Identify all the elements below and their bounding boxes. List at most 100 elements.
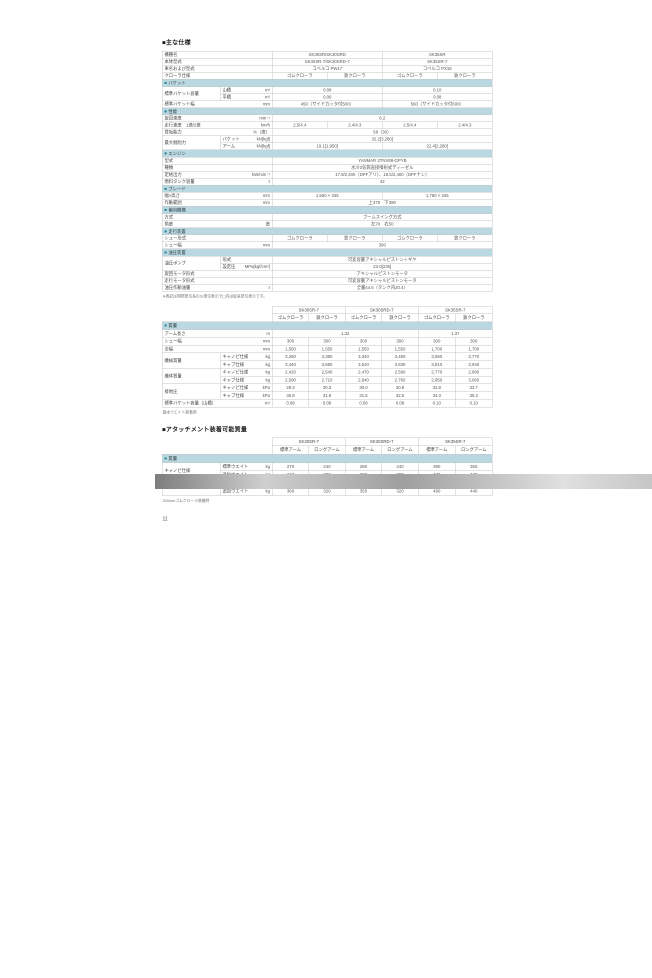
table-row: min⁻¹ 旋回速度 8.2: [161, 114, 493, 122]
row-label-cell: 車名および型式: [161, 65, 273, 73]
unit-label: mm: [262, 193, 271, 198]
value-cell: 2,420: [272, 368, 309, 377]
table-row: mm 標準バケット幅 450（サイドカッタ付500） 560（サイドカッタ付600）: [161, 100, 493, 108]
table-row: ℓ 燃料タンク容量 42: [161, 177, 493, 186]
unit-label: kg: [265, 361, 270, 367]
value-cell: 390: [418, 462, 456, 471]
table-row: 油圧ポンプ 形式 可変容量アキシャルピストン＋ギヤ: [162, 255, 493, 271]
footnote-base-weight: 基本ウエイト装着時: [162, 409, 197, 415]
row-label-cell: 本体型式: [161, 58, 273, 66]
value-cell: [162, 437, 273, 455]
unit-label: mm: [262, 242, 271, 248]
table-row: 機械質量 kg キャノピ仕様 3,260 3,380 3,340 3,460 3,650 3,7…: [162, 352, 493, 369]
value-cell: 32.8: [418, 383, 456, 392]
section-marker-icon: ■: [164, 207, 167, 213]
column-header-cell: SK30SR-7: [271, 305, 346, 314]
section-band-row: ■ 性能: [161, 107, 493, 115]
row-label-cell: ℓ 燃料タンク容量: [161, 177, 273, 186]
table-row: 最大掘削力 kN[kgf] バケット 32.2[3,280]: [162, 135, 493, 150]
value-cell: 1,550: [345, 344, 383, 353]
value-cell: 270: [272, 462, 309, 471]
row-label-cell: 機体質量: [162, 368, 221, 384]
row-label-cell: min⁻¹ 旋回速度: [161, 114, 273, 122]
section-band-row: ■ ブレード: [161, 184, 493, 193]
section-band: ■ 質量: [161, 453, 493, 463]
section-band: ■ 性能: [161, 107, 493, 115]
value-cell: 300: [308, 337, 346, 346]
value-cell: 2,770: [418, 368, 456, 377]
value-cell: 3,810: [418, 360, 456, 369]
table-row: mm シュー幅 300 300 300 300 300 300: [162, 337, 493, 346]
table-row: 標準バケット容量 m³ 山積 0.08 0.10: [162, 86, 493, 101]
table-row: kPa キャブ仕様 30.8 31.8 31.5 32.5 34.3 35.2: [162, 391, 493, 400]
unit-label: ℓ: [268, 284, 271, 290]
unit-label: kg: [265, 369, 270, 375]
unit-label: kg: [265, 463, 270, 469]
value-cell: 上470 下390: [272, 199, 493, 207]
value-cell: 0.10: [418, 399, 456, 408]
value-cell: 1,780 × 345: [382, 192, 493, 200]
value-cell: 1,700: [418, 344, 456, 353]
row-label-cell: 度角度: [161, 220, 273, 228]
row-label-cell: 旋回モータ形式: [161, 269, 273, 278]
value-cell: 350: [455, 462, 493, 471]
column-header-cell: ゴムクローラ: [345, 313, 383, 322]
row-label-cell: 走行モータ形式: [161, 276, 273, 285]
row-label-cell: mm 作動範囲: [161, 199, 273, 207]
row-label-cell: m アーム長さ: [162, 329, 273, 338]
value-cell: 2.5/4.4: [272, 121, 328, 129]
table-row: kW/min⁻¹ 定格出力 17.9/2,400（DPFアリ）、18.5/2,400…: [161, 170, 493, 179]
unit-label: mm: [262, 346, 270, 352]
value-cell: 2.4/4.3: [327, 121, 383, 129]
value-cell: [162, 306, 273, 322]
table-row: kN[kgf] アーム 19.1[1,950] 22.4[2,280]: [162, 142, 493, 150]
row-label-cell: ℓ 油圧作動油量: [161, 283, 273, 292]
table-row: 度角度 左70 右50: [161, 220, 493, 228]
table-row: 方式 ブームスイング方式: [161, 213, 493, 221]
unit-label: m³: [264, 87, 271, 93]
table-row: 機体質量 kg キャノピ仕様 2,420 2,540 2,470 2,590 2,770 2,8…: [162, 368, 493, 384]
column-header-cell: 標準アーム: [345, 445, 383, 455]
value-cell: 2,890: [455, 368, 493, 377]
table-row: mm 全幅 1,550 1,550 1,550 1,550 1,700 1,700: [162, 344, 493, 353]
table-row: 機種名 SK30SR/SK30SRD SK35SR: [161, 51, 493, 59]
value-cell: 3,380: [308, 352, 346, 361]
section-marker-icon: ■: [164, 323, 167, 328]
section-band: ■ 偏向機構: [161, 206, 493, 214]
table-row: 車名および型式 コベルコ PW17 コベルコ PX18: [161, 65, 493, 73]
row-label-cell: 型式: [161, 156, 273, 165]
value-cell: 1,550: [308, 344, 346, 353]
page-number: 11: [162, 516, 168, 522]
section-band-row: ■ 走行装置: [161, 227, 493, 235]
value-cell: 32.2[3,280]: [272, 135, 493, 143]
column-header-cell: ゴムクローラ: [418, 313, 456, 322]
value-cell: 30.0: [345, 383, 383, 392]
row-label-cell: 方式: [161, 213, 273, 221]
section-marker-icon: ■: [164, 455, 167, 461]
unit-label: 度: [265, 221, 271, 227]
unit-label: kPa: [262, 392, 270, 398]
unit-label: m³: [264, 94, 271, 100]
row-label-cell: kN[kgf] アーム: [219, 142, 273, 150]
value-cell: 3,440: [272, 360, 309, 369]
value-cell: 3,510: [345, 360, 383, 369]
value-cell: 可変容量アキシャルピストンモータ: [272, 276, 493, 285]
section-band: ■ ブレード: [161, 184, 493, 193]
table-row: mm シュー幅 300: [161, 241, 493, 249]
value-cell: 280: [345, 462, 383, 471]
section-band-row: ■ 質量: [161, 321, 493, 330]
section-marker-icon: ■: [164, 186, 167, 191]
unit-label: kg: [265, 377, 270, 383]
row-label-cell: 形式: [219, 255, 273, 264]
table-row: シュー形式 ゴムクローラ 鉄クローラ ゴムクローラ 鉄クローラ: [161, 234, 493, 242]
section-band-row: ■ 偏向機構: [161, 206, 493, 214]
value-cell: 1,700: [455, 344, 493, 353]
value-cell: 2,540: [308, 368, 346, 377]
unit-label: m: [266, 330, 270, 336]
value-cell: 鉄クローラ: [327, 234, 383, 242]
table-row: 型式 YANMAR 3TNV88-GPYB: [161, 156, 493, 165]
unit-label: mm: [262, 338, 270, 344]
table-row: km/h 走行速度 1速/2速 2.5/4.4 2.4/4.3 2.5/4.4 2.4/4…: [161, 121, 493, 129]
row-label-cell: MPa[kgf/cm²] 設定圧: [219, 262, 273, 271]
unit-label: kg: [265, 354, 270, 359]
